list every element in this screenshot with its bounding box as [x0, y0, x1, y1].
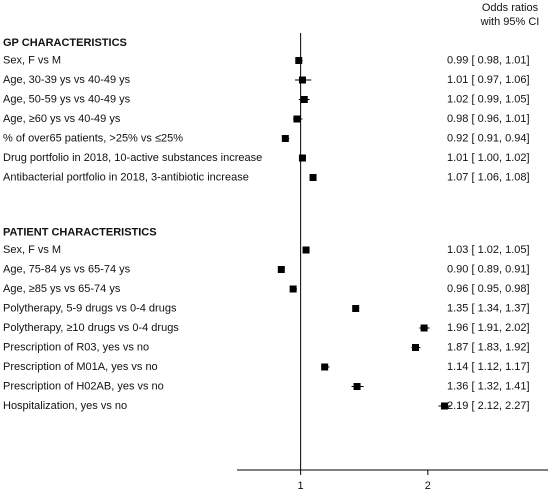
row-label: Sex, F vs M	[3, 54, 61, 66]
point-estimate	[295, 57, 303, 64]
value-label: 1.14 [ 1.12, 1.17]	[447, 361, 530, 373]
row-label: Polytherapy, ≥10 drugs vs 0-4 drugs	[3, 322, 179, 334]
row-label: Prescription of H02AB, yes vs no	[3, 380, 164, 392]
x-tick-label: 2	[425, 480, 431, 492]
row-label: Prescription of M01A, yes vs no	[3, 361, 158, 373]
value-label: 1.36 [ 1.32, 1.41]	[447, 380, 530, 392]
point-estimate	[321, 363, 329, 371]
value-label: 1.03 [ 1.02, 1.05]	[447, 244, 530, 256]
header-line: Odds ratios	[482, 2, 539, 14]
point-estimate	[352, 305, 360, 312]
point-estimate	[298, 76, 306, 84]
group-title: PATIENT CHARACTERISTICS	[3, 226, 157, 238]
row-label: Age, 30-39 ys vs 40-49 ys	[3, 74, 131, 86]
row-label: Prescription of R03, yes vs no	[3, 341, 149, 353]
value-label: 2.19 [ 2.12, 2.27]	[447, 400, 530, 412]
point-estimate	[411, 344, 419, 351]
value-label: 0.90 [ 0.89, 0.91]	[447, 263, 530, 275]
row-label: Age, 75-84 ys vs 65-74 ys	[3, 263, 131, 275]
point-estimate	[298, 154, 306, 162]
x-tick-label: 1	[298, 480, 304, 492]
point-estimate	[281, 135, 289, 142]
point-estimate	[302, 246, 310, 254]
point-estimate	[440, 402, 448, 410]
point-estimate	[293, 115, 301, 123]
row-label: Hospitalization, yes vs no	[3, 400, 127, 412]
value-label: 0.98 [ 0.96, 1.01]	[447, 113, 530, 125]
row-label: Sex, F vs M	[3, 244, 61, 256]
header-line: with 95% CI	[480, 16, 540, 28]
point-estimate	[289, 285, 297, 293]
row-label: Age, ≥85 ys vs 65-74 ys	[3, 283, 121, 295]
group-title: GP CHARACTERISTICS	[3, 37, 127, 49]
value-label: 1.96 [ 1.91, 2.02]	[447, 322, 530, 334]
row-label: Polytherapy, 5-9 drugs vs 0-4 drugs	[3, 302, 177, 314]
point-estimate	[300, 96, 308, 103]
row-label: Antibacterial portfolio in 2018, 3-antib…	[3, 171, 249, 183]
point-estimate	[353, 383, 361, 390]
value-label: 1.07 [ 1.06, 1.08]	[447, 171, 530, 183]
row-label: Age, 50-59 ys vs 40-49 ys	[3, 93, 131, 105]
row-label: Drug portfolio in 2018, 10-active substa…	[3, 152, 262, 164]
row-label: % of over65 patients, >25% vs ≤25%	[3, 132, 183, 144]
value-label: 1.35 [ 1.34, 1.37]	[447, 302, 530, 314]
value-label: 1.02 [ 0.99, 1.05]	[447, 93, 530, 105]
value-label: 1.87 [ 1.83, 1.92]	[447, 341, 530, 353]
row-label: Age, ≥60 ys vs 40-49 ys	[3, 113, 121, 125]
point-estimate	[420, 324, 428, 332]
point-estimate	[309, 174, 317, 181]
value-label: 1.01 [ 1.00, 1.02]	[447, 152, 530, 164]
point-estimate	[277, 266, 285, 273]
value-label: 0.96 [ 0.95, 0.98]	[447, 283, 530, 295]
value-label: 0.92 [ 0.91, 0.94]	[447, 132, 530, 144]
value-label: 1.01 [ 0.97, 1.06]	[447, 74, 530, 86]
value-label: 0.99 [ 0.98, 1.01]	[447, 54, 530, 66]
